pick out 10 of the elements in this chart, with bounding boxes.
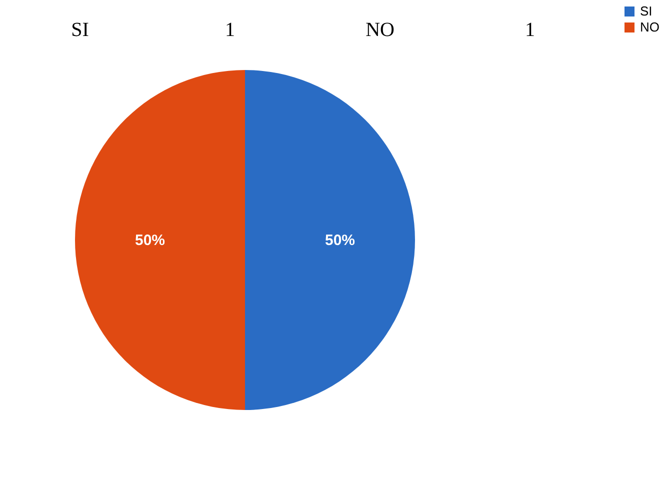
data-label: 50%	[134, 232, 166, 249]
text: NO	[366, 19, 394, 41]
data-label: 50%	[324, 232, 356, 249]
legend-label: SI	[640, 4, 652, 18]
text: 1	[525, 19, 535, 41]
text: 1	[225, 19, 235, 41]
pie-slice	[245, 70, 415, 410]
text: SI	[71, 19, 89, 41]
legend-label: NO	[640, 20, 660, 34]
pie-slice	[75, 70, 245, 410]
